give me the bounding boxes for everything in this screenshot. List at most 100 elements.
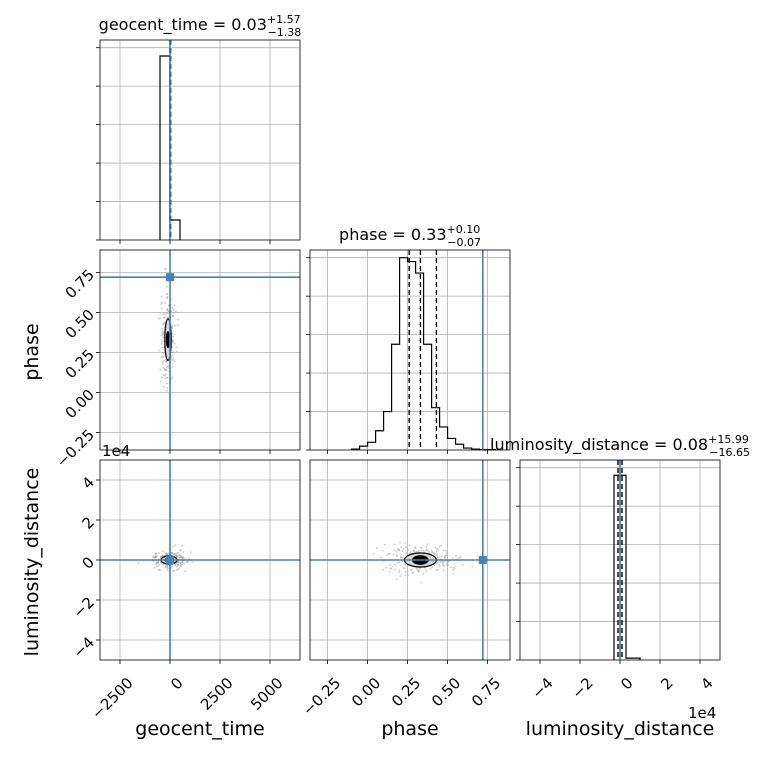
scatter-point — [178, 556, 181, 559]
histogram-phase — [351, 257, 497, 451]
scatter-point — [173, 304, 176, 307]
scatter-point — [177, 324, 179, 327]
scatter-point — [170, 377, 173, 380]
scatter-point — [447, 564, 450, 567]
scatter-point — [445, 552, 448, 555]
scatter-point — [442, 549, 445, 552]
scatter-point — [160, 342, 163, 345]
scatter-point — [403, 562, 406, 565]
scatter-point — [137, 562, 140, 564]
scatter-point — [391, 565, 394, 568]
scatter-point — [420, 547, 423, 550]
scatter-point — [156, 562, 159, 565]
y-tick-label-phase: 0.25 — [62, 346, 98, 382]
axis-label-luminosity-distance-y: luminosity_distance — [21, 468, 43, 657]
scatter-point — [176, 318, 179, 321]
scatter-point — [396, 562, 399, 565]
scatter-point — [396, 555, 399, 558]
scatter-point — [398, 571, 401, 574]
scatter-point — [155, 562, 158, 565]
scatter-point — [164, 369, 167, 372]
scatter-point — [435, 562, 438, 565]
scatter-point — [387, 552, 390, 555]
scatter-point — [172, 351, 175, 354]
scatter-point — [160, 562, 163, 564]
scatter-point — [167, 316, 170, 319]
scatter-point — [437, 549, 440, 552]
scatter-point — [382, 568, 384, 571]
scatter-point — [420, 549, 422, 552]
scatter-point — [163, 359, 166, 362]
scatter-point — [386, 554, 389, 557]
scatter-point — [452, 566, 455, 569]
scatter-point — [161, 333, 164, 336]
scatter-point — [402, 547, 405, 550]
scatter-point — [161, 362, 164, 365]
scatter-point — [407, 548, 410, 551]
scatter-point — [181, 563, 183, 565]
scatter-point — [172, 570, 175, 572]
y-tick-label-phase: 0.75 — [62, 266, 98, 302]
scatter-point — [415, 550, 418, 553]
scatter-point — [404, 542, 407, 544]
scatter-point — [172, 335, 174, 338]
scatter-point — [442, 569, 445, 572]
scatter-point — [441, 563, 444, 566]
scatter-point — [418, 569, 421, 572]
scatter-point — [434, 546, 437, 549]
x-tick-label-phase: 0.00 — [348, 674, 384, 710]
scatter-point — [392, 553, 395, 556]
scatter-point — [159, 317, 162, 320]
panel-frame-phase-luminosity_distance — [309, 459, 511, 661]
scatter-point — [166, 564, 169, 567]
x-tick-label-luminosity_distance: 4 — [697, 674, 716, 693]
axis-label-geocent-time: geocent_time — [135, 718, 264, 740]
scatter-point — [157, 317, 160, 320]
scatter-point — [435, 552, 437, 555]
scatter-point — [177, 554, 180, 557]
scatter-point — [436, 554, 439, 556]
scatter-point — [178, 561, 181, 564]
scatter-point — [420, 581, 423, 584]
scatter-point — [164, 373, 167, 376]
scatter-point — [383, 543, 386, 546]
scatter-point — [166, 365, 168, 367]
panel-title-luminosity_distance: luminosity_distance = 0.08+15.99 −16.65 — [490, 433, 750, 459]
scatter-point — [166, 568, 169, 571]
scatter-point — [171, 359, 174, 361]
scatter-point — [414, 547, 417, 550]
scatter-point — [439, 561, 442, 563]
axis-label-phase-y: phase — [21, 323, 43, 380]
scatter-point — [444, 554, 447, 557]
scatter-point — [166, 552, 169, 555]
scatter-point — [183, 562, 186, 565]
scatter-point — [158, 563, 161, 566]
axis-label-luminosity-distance-x: luminosity_distance — [526, 718, 715, 740]
scatter-point — [433, 564, 436, 567]
scatter-point — [154, 552, 157, 555]
scatter-point — [158, 349, 161, 352]
scatter-point — [172, 357, 174, 359]
scatter-point — [161, 301, 163, 304]
scatter-point — [182, 557, 185, 560]
scatter-point — [162, 323, 165, 326]
y-tick-label-phase: 0.00 — [62, 386, 98, 422]
scatter-point — [160, 295, 163, 298]
scatter-point — [461, 563, 464, 566]
scatter-point — [172, 311, 175, 314]
scatter-point — [171, 376, 174, 378]
scatter-point — [393, 549, 396, 552]
panel-frame-phase — [309, 249, 511, 451]
scatter-point — [182, 550, 185, 553]
scatter-point — [162, 331, 165, 334]
scatter-point — [177, 551, 180, 554]
truth-marker — [166, 556, 174, 564]
x-tick-label-phase: −0.25 — [299, 674, 344, 719]
scatter-point — [181, 561, 184, 564]
scatter-point — [164, 314, 167, 317]
x-tick-label-geocent_time: 0 — [167, 674, 186, 693]
scatter-point — [166, 366, 168, 369]
scatter-point — [179, 549, 182, 552]
scatter-point — [417, 550, 420, 553]
scatter-point — [176, 565, 178, 568]
